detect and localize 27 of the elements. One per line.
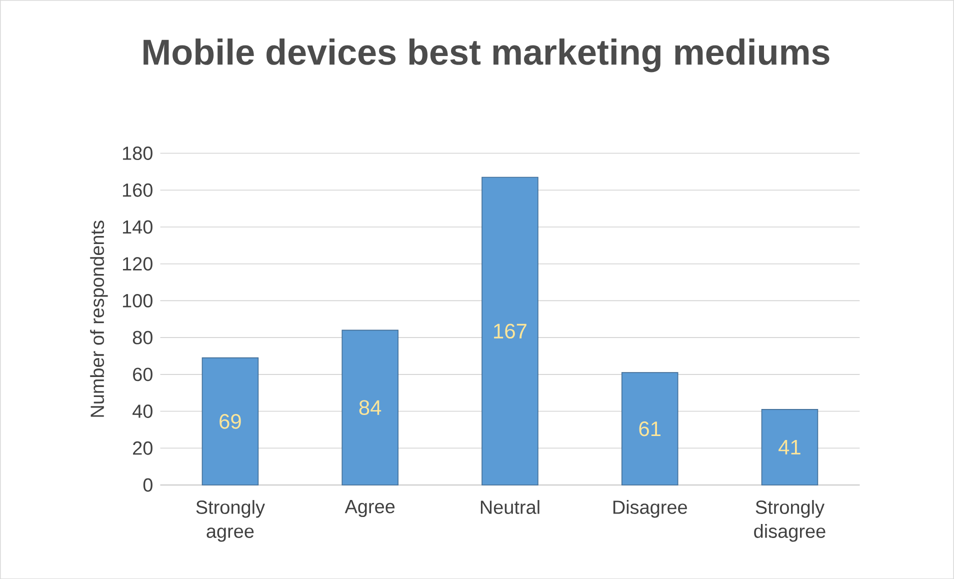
bar xyxy=(761,408,818,486)
x-tick-label: Strongly disagree xyxy=(754,500,826,542)
y-tick-label: 0 xyxy=(143,478,152,492)
bar xyxy=(342,330,398,486)
bar xyxy=(482,176,538,486)
y-tick-label: 160 xyxy=(122,183,152,197)
data-label: 84 xyxy=(359,400,382,415)
y-tick-label: 20 xyxy=(133,441,152,455)
x-tick-label: Agree xyxy=(344,500,395,517)
y-tick-label: 80 xyxy=(132,330,152,344)
y-tick-label: 40 xyxy=(132,404,152,418)
y-tick-label: 180 xyxy=(122,146,152,160)
data-label: 61 xyxy=(639,421,660,436)
y-tick-label: 60 xyxy=(133,368,152,381)
y-tick-label: 120 xyxy=(122,256,152,270)
x-tick-label: Strongly agree xyxy=(196,500,265,542)
data-label: 69 xyxy=(220,414,241,429)
y-tick-label: 100 xyxy=(122,294,152,308)
bar xyxy=(202,357,259,486)
chart-title: Mobile devices best marketing mediums xyxy=(144,38,830,72)
data-label: 41 xyxy=(778,440,800,454)
x-tick-label: Disagree xyxy=(613,500,687,518)
x-tick-label: Neutral xyxy=(480,500,540,514)
y-axis-title: Number of respondents xyxy=(90,220,108,417)
bar xyxy=(621,372,678,486)
y-tick-label: 140 xyxy=(122,220,152,234)
data-label: 167 xyxy=(494,324,526,338)
